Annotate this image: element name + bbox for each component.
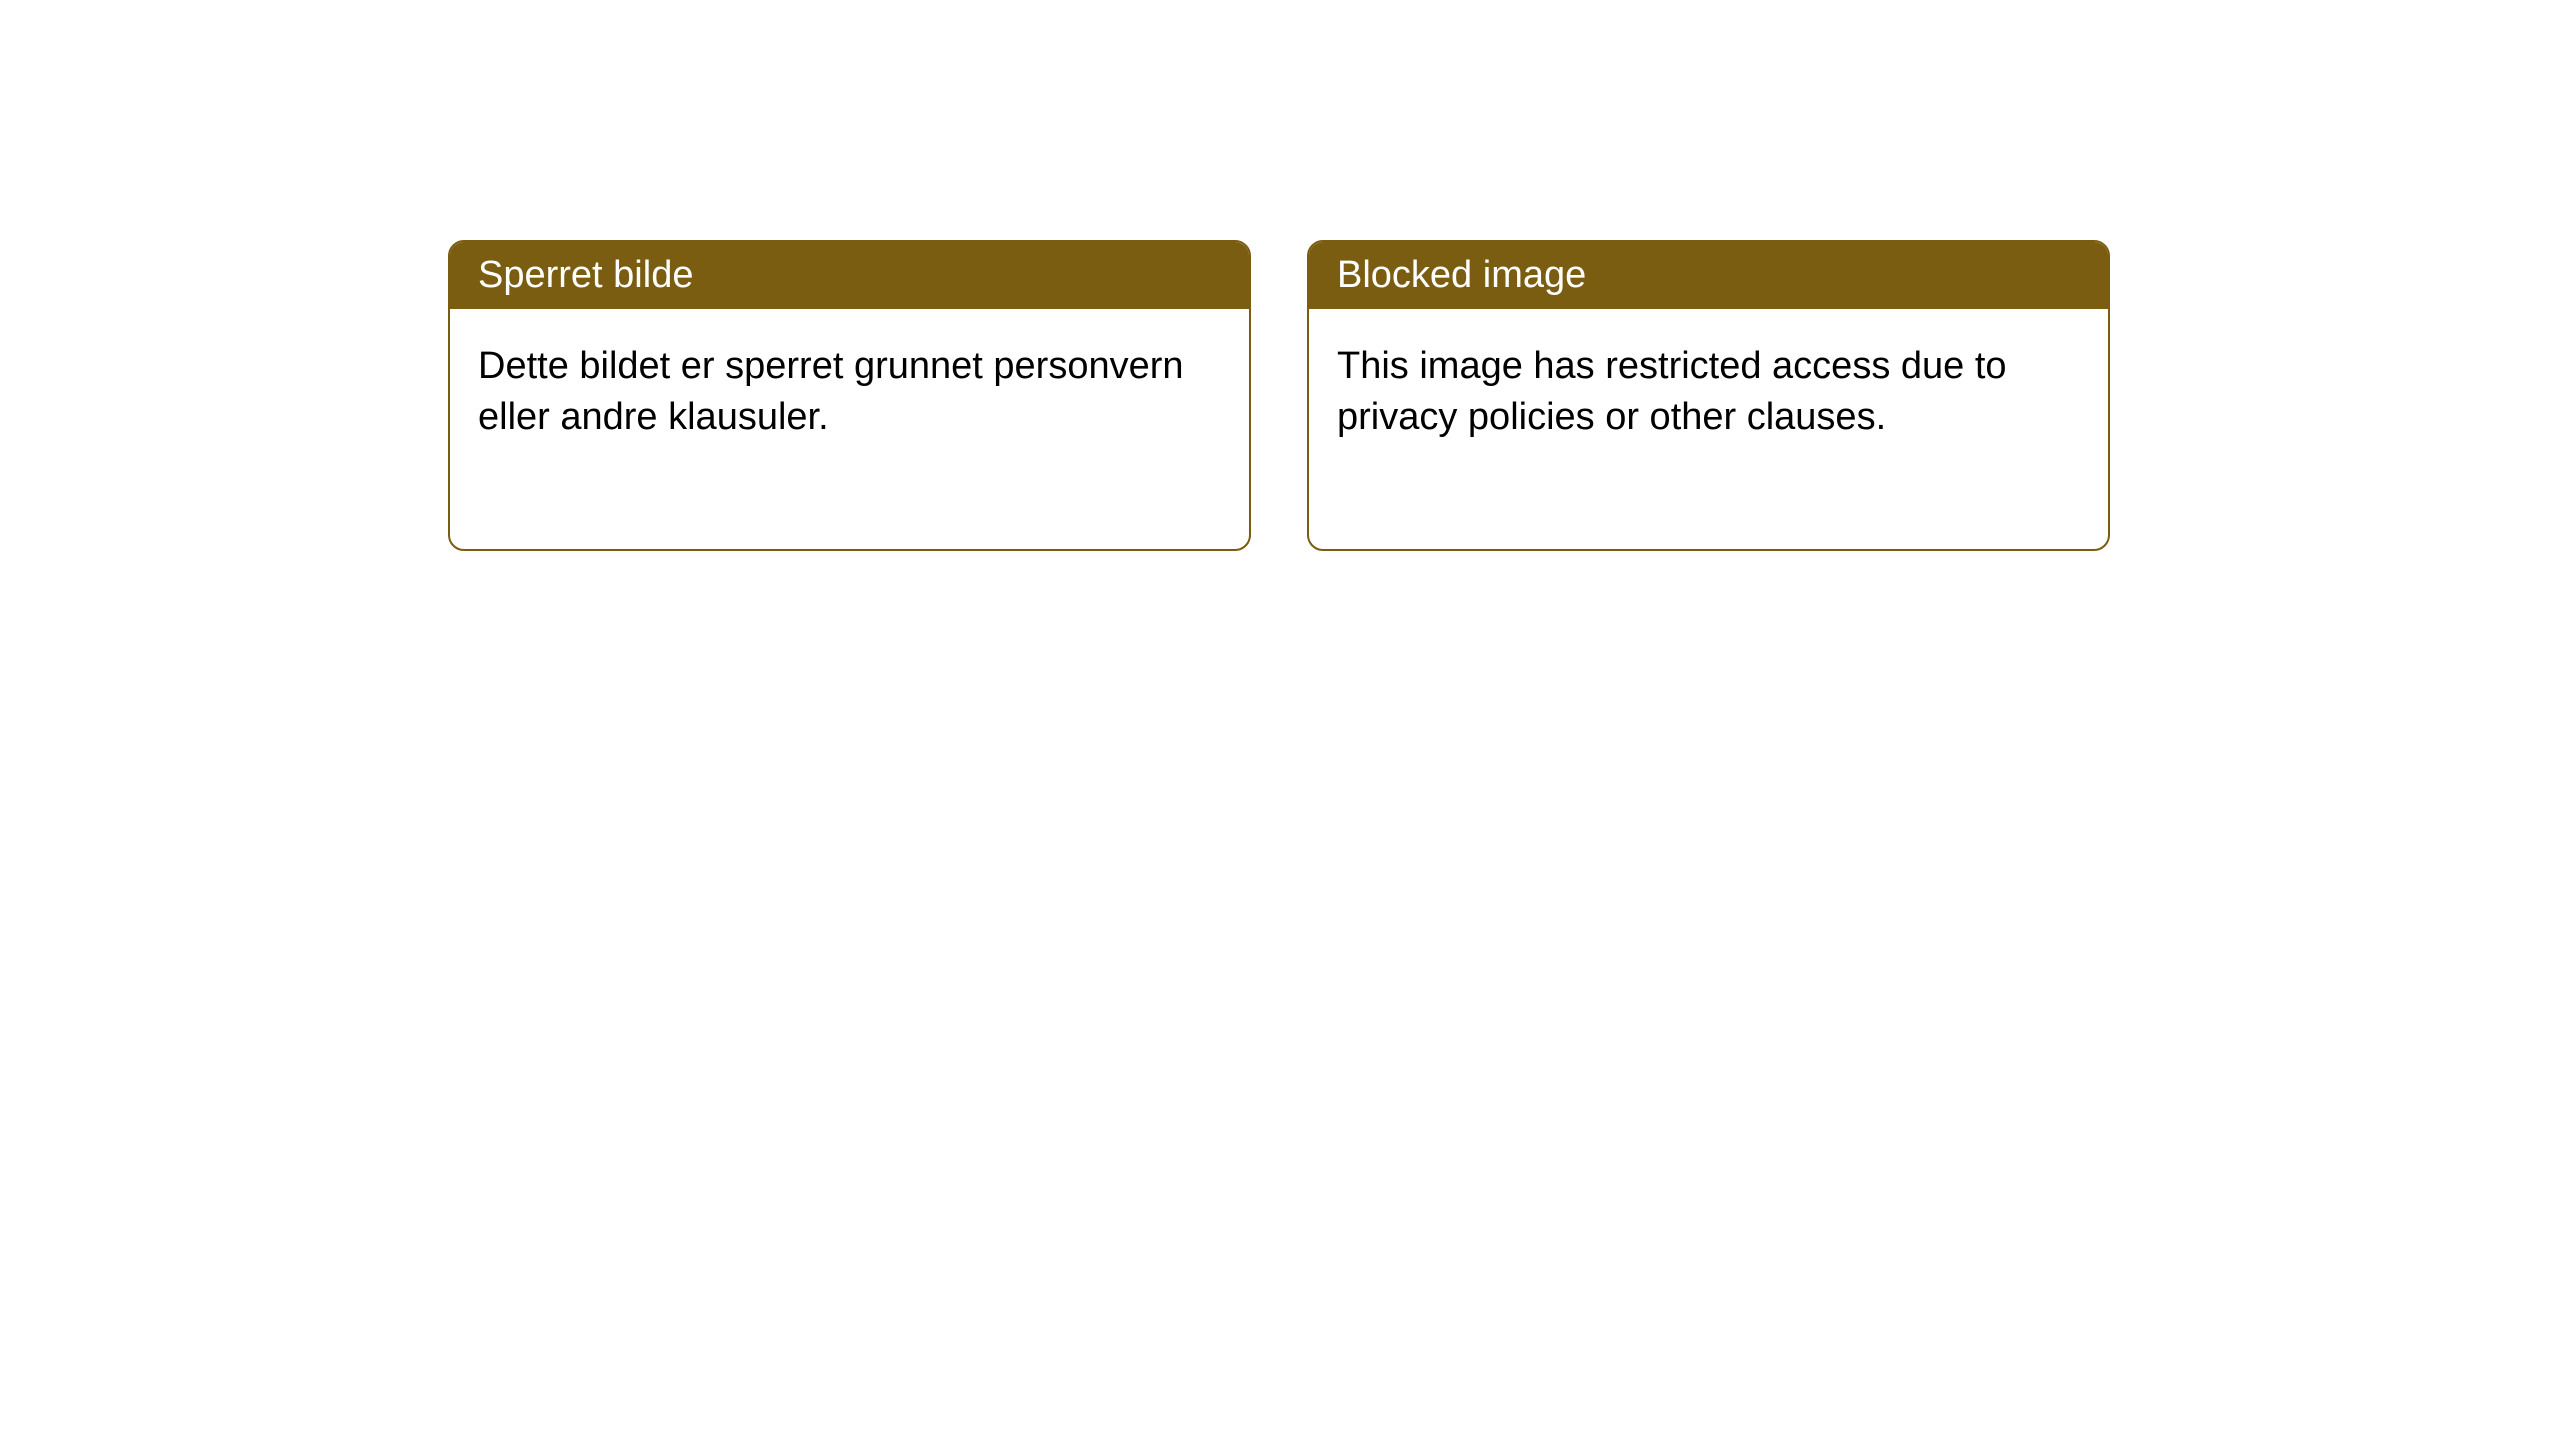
blocked-image-card-no: Sperret bilde Dette bildet er sperret gr… (448, 240, 1251, 551)
card-header: Blocked image (1309, 242, 2108, 309)
card-body: Dette bildet er sperret grunnet personve… (450, 309, 1249, 549)
blocked-image-card-en: Blocked image This image has restricted … (1307, 240, 2110, 551)
card-title: Sperret bilde (478, 254, 693, 296)
card-message: Dette bildet er sperret grunnet personve… (478, 341, 1221, 444)
card-title: Blocked image (1337, 254, 1586, 296)
blocked-image-notices: Sperret bilde Dette bildet er sperret gr… (448, 240, 2110, 551)
card-header: Sperret bilde (450, 242, 1249, 309)
card-body: This image has restricted access due to … (1309, 309, 2108, 549)
card-message: This image has restricted access due to … (1337, 341, 2080, 444)
